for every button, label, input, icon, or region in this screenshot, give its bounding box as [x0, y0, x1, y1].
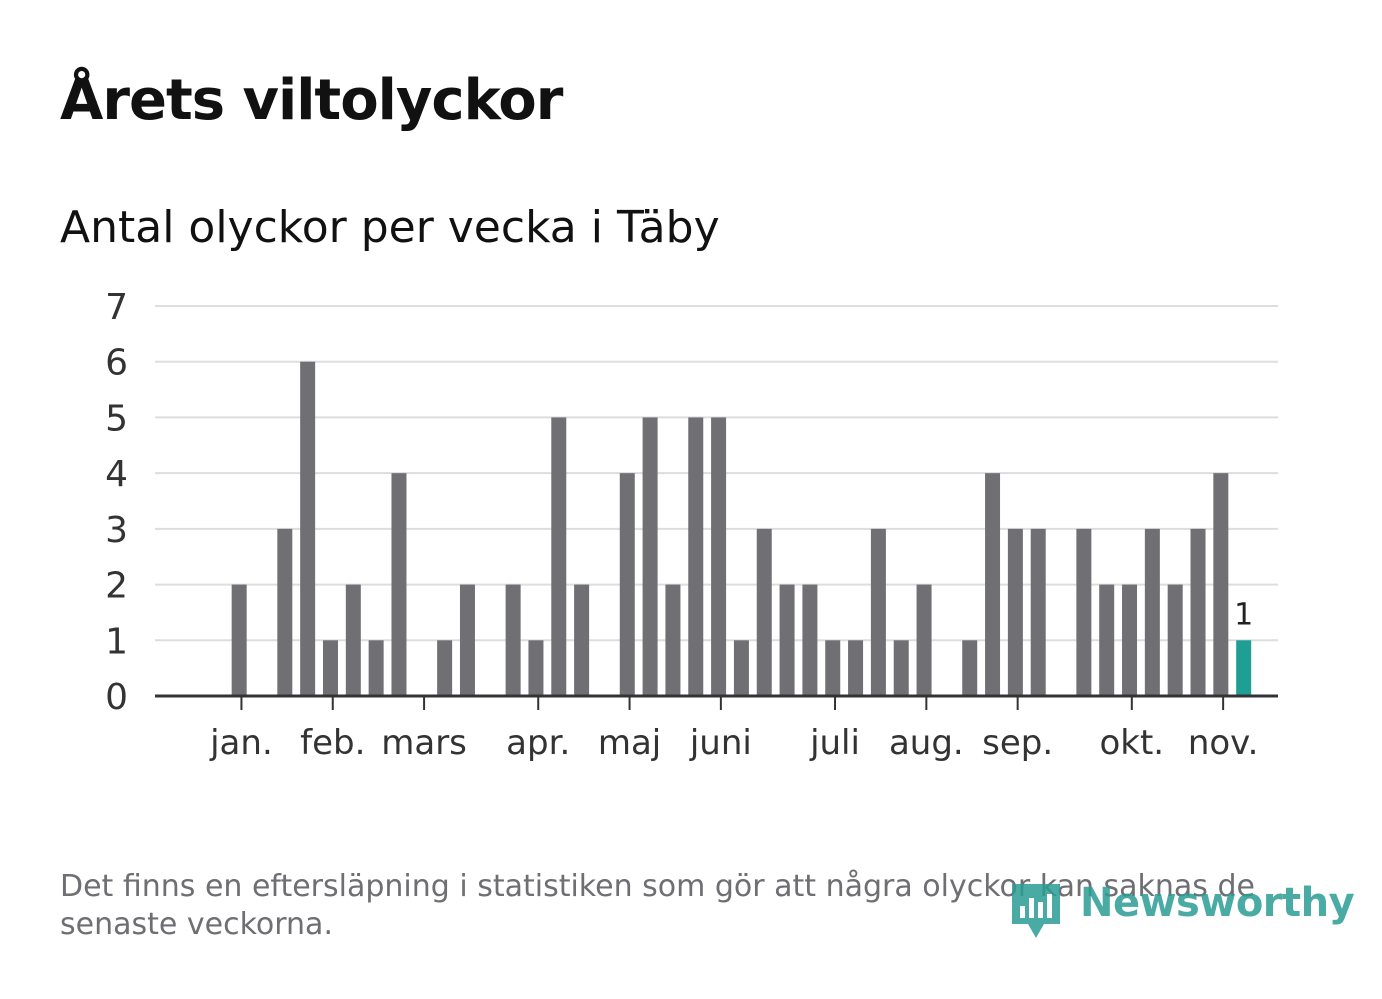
month-label-aug.: aug. [889, 723, 964, 763]
chart-title: Årets viltolyckor [60, 68, 563, 133]
bar-week-46 [1213, 473, 1229, 696]
bar-week-44 [1167, 584, 1183, 696]
bar-week-3 [231, 584, 247, 696]
x-axis-month-labels: jan. feb. mars apr. maj juni juli aug. sep. okt. n… [209, 723, 1258, 763]
bar-week-18 [574, 584, 590, 696]
month-label-feb.: feb. [300, 723, 365, 763]
bar-week-40 [1076, 528, 1092, 696]
y-tick-label-3: 3 [105, 510, 128, 551]
month-label-jan.: jan. [209, 723, 273, 763]
y-tick-label-6: 6 [105, 343, 128, 384]
bar-week-9 [368, 640, 384, 696]
newsworthy-logo: Newsworthy [1008, 876, 1355, 946]
y-tick-label-0: 0 [105, 677, 128, 718]
month-label-sep.: sep. [982, 723, 1053, 763]
bar-week-22 [665, 584, 681, 696]
bar-week-21 [642, 417, 658, 696]
bar-week-41 [1099, 584, 1115, 696]
bar-week-47 [1236, 640, 1252, 696]
month-label-juli: juli [809, 723, 860, 763]
y-tick-label-1: 1 [105, 621, 128, 662]
y-tick-label-2: 2 [105, 566, 128, 607]
bar-week-28 [802, 584, 818, 696]
bar-week-43 [1144, 528, 1160, 696]
bar-week-13 [459, 584, 475, 696]
logo-text: Newsworthy [1080, 880, 1355, 926]
chart-speech-bubble-icon [1012, 884, 1060, 938]
y-tick-label-5: 5 [105, 398, 128, 439]
bar-week-26 [756, 528, 772, 696]
data-labels: 1 [1234, 597, 1253, 632]
bar-week-33 [916, 584, 932, 696]
x-axis [155, 694, 1278, 710]
bar-week-37 [1007, 528, 1023, 696]
month-label-okt.: okt. [1099, 723, 1164, 763]
bar-week-8 [345, 584, 361, 696]
bar-week-24 [711, 417, 727, 696]
chart-subtitle: Antal olyckor per vecka i Täby [60, 202, 720, 253]
month-label-juni: juni [689, 723, 752, 763]
month-label-nov.: nov. [1188, 723, 1259, 763]
bar-week-20 [619, 473, 635, 696]
bar-week-12 [437, 640, 453, 696]
month-label-maj: maj [598, 723, 661, 763]
bar-week-16 [528, 640, 544, 696]
y-tick-label-7: 7 [105, 287, 128, 328]
bar-week-30 [848, 640, 864, 696]
y-tick-label-4: 4 [105, 454, 128, 495]
bar-week-31 [870, 528, 886, 696]
bar-chart: 0 1 2 3 4 5 6 7 jan. feb. mars apr. maj juni juli aug.… [105, 287, 1278, 763]
bar-week-27 [779, 584, 795, 696]
bar-week-6 [300, 361, 316, 696]
month-label-apr.: apr. [506, 723, 570, 763]
bar-week-38 [1030, 528, 1046, 696]
bar-week-17 [551, 417, 567, 696]
bar-week-15 [505, 584, 521, 696]
bar-week-29 [825, 640, 841, 696]
data-label-last-week: 1 [1234, 597, 1253, 632]
bar-week-10 [391, 473, 407, 696]
bar-week-36 [985, 473, 1001, 696]
month-label-mars: mars [381, 723, 467, 763]
bar-week-45 [1190, 528, 1206, 696]
bar-week-23 [688, 417, 704, 696]
bar-week-32 [893, 640, 909, 696]
bar-week-7 [322, 640, 338, 696]
bar-week-25 [733, 640, 749, 696]
bar-week-35 [962, 640, 978, 696]
bar-week-42 [1122, 584, 1138, 696]
bars [231, 361, 1252, 696]
bar-week-5 [277, 528, 293, 696]
y-axis-tick-labels: 0 1 2 3 4 5 6 7 [105, 287, 128, 718]
